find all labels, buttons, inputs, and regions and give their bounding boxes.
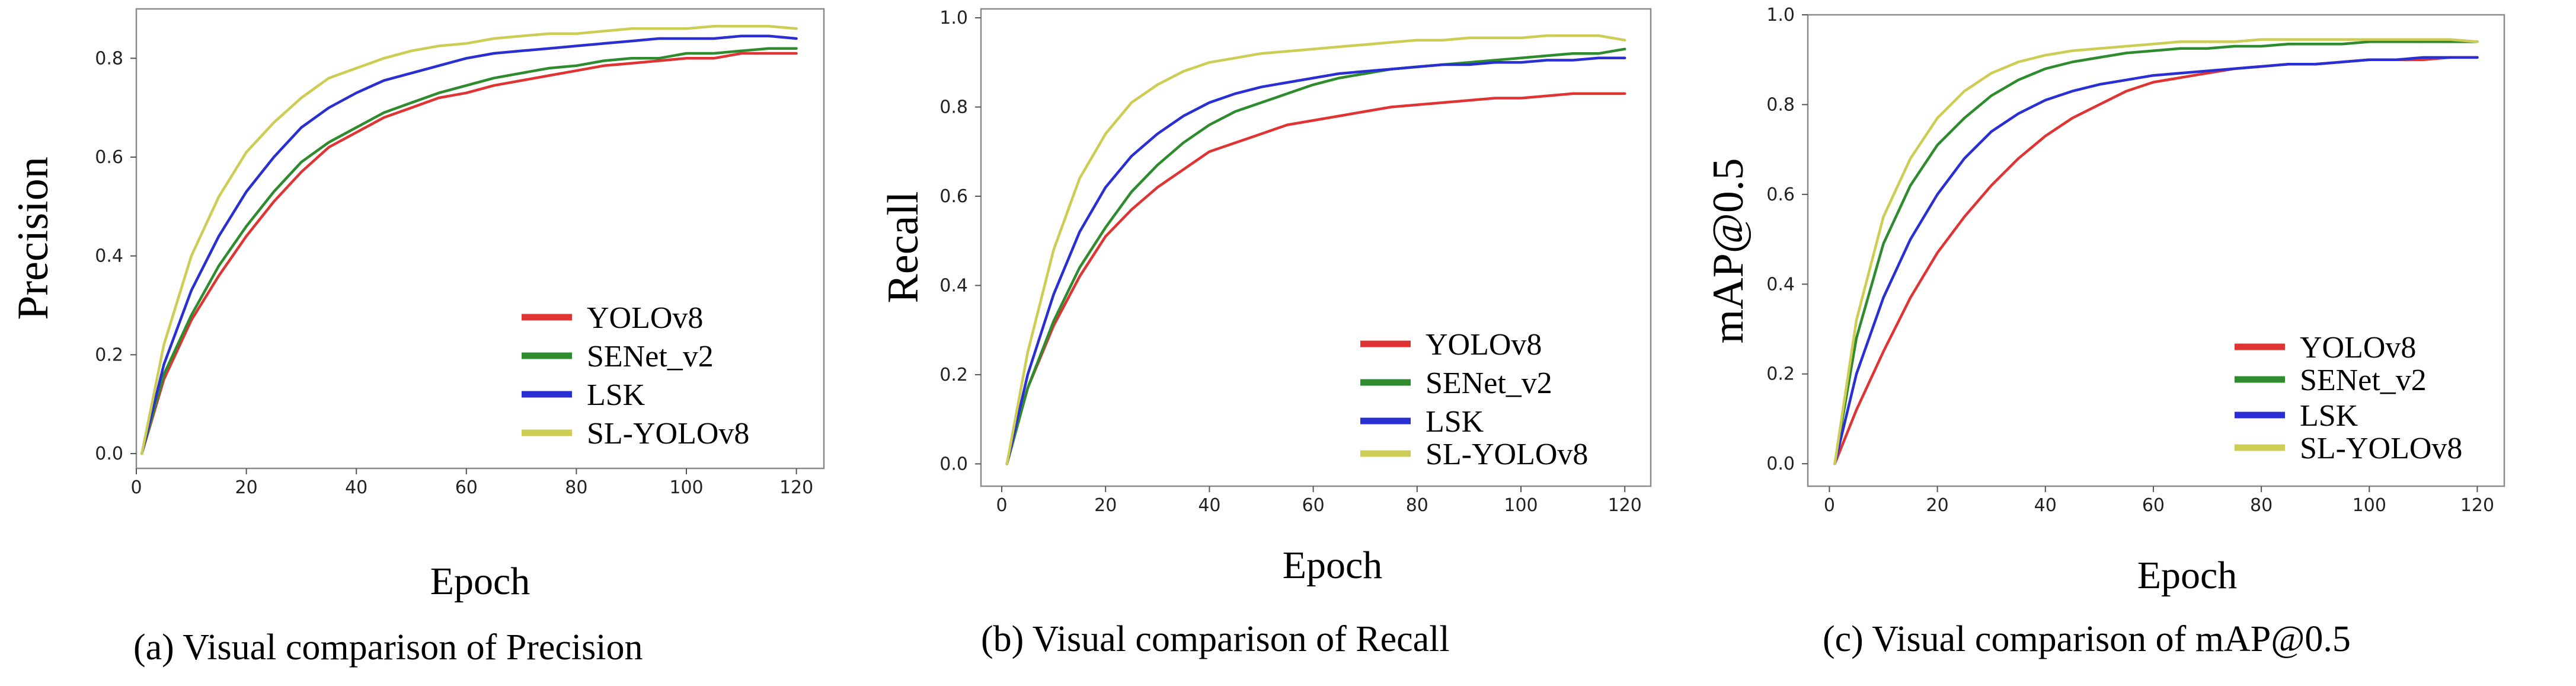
series-line-sl-yolov8 (140, 24, 798, 455)
legend: YOLOv8 SENet_v2 LSK SL-YOLOv8 (2235, 331, 2462, 465)
x-tick-label: 20 (235, 477, 258, 498)
y-tick-label: 0.2 (1766, 364, 1795, 385)
series-line-sl-yolov8 (1833, 38, 2479, 465)
x-tick-label: 0 (996, 495, 1007, 516)
legend-label-senet-v2: SENet_v2 (587, 340, 714, 374)
panel-caption: (b) Visual comparison of Recall (981, 619, 1450, 659)
plot-frame (135, 8, 825, 470)
series-lines (1833, 38, 2479, 465)
series-line-lsk (1833, 56, 2479, 465)
legend-label-sl-yolov8: SL-YOLOv8 (587, 417, 749, 451)
x-tick-label: 20 (1094, 495, 1117, 516)
y-tick-label: 1.0 (1766, 5, 1795, 25)
x-tick-label: 0 (1824, 495, 1835, 516)
x-tick-label: 60 (455, 477, 478, 498)
panel-caption: (c) Visual comparison of mAP@0.5 (1823, 619, 2351, 659)
series-line-senet-v2 (140, 47, 798, 455)
legend-label-yolov8: YOLOv8 (2300, 331, 2416, 365)
x-tick-label: 100 (2353, 495, 2386, 516)
y-tick-label: 0.0 (939, 454, 968, 474)
y-ticks: 0.0 0.2 0.4 0.6 0.8 (95, 48, 136, 464)
x-axis-label: Epoch (2137, 554, 2238, 597)
y-axis-label: Recall (879, 191, 928, 303)
series-line-yolov8 (1005, 92, 1626, 465)
legend-label-yolov8: YOLOv8 (587, 301, 703, 335)
x-tick-label: 100 (669, 477, 703, 498)
x-axis-label: Epoch (1283, 544, 1383, 587)
x-tick-label: 40 (2034, 495, 2057, 516)
series-lines (140, 24, 798, 455)
y-tick-label: 0.8 (939, 97, 968, 118)
y-tick-label: 0.4 (939, 275, 968, 296)
legend-label-lsk: LSK (1426, 405, 1484, 439)
x-tick-label: 40 (1198, 495, 1220, 516)
x-tick-label: 40 (345, 477, 367, 498)
legend-label-lsk: LSK (2300, 399, 2358, 433)
legend-label-sl-yolov8: SL-YOLOv8 (2300, 432, 2462, 465)
y-tick-label: 0.0 (95, 443, 123, 464)
x-tick-label: 60 (1302, 495, 1325, 516)
x-tick-label: 20 (1926, 495, 1949, 516)
y-tick-label: 0.6 (939, 186, 968, 207)
series-line-yolov8 (140, 52, 798, 455)
y-tick-label: 0.0 (1766, 454, 1795, 474)
legend-label-senet-v2: SENet_v2 (1426, 366, 1552, 400)
panel-map: 0.0 0.2 0.4 0.6 0.8 1.0 0 20 40 60 80 100 120 mAP@0… (1704, 5, 2505, 659)
panel-precision: 0.0 0.2 0.4 0.6 0.8 0 20 40 60 80 100 120 Precisio… (9, 8, 825, 668)
panel-recall: 0.0 0.2 0.4 0.6 0.8 1.0 0 20 40 60 80 100 120 Recal… (879, 8, 1652, 659)
series-line-lsk (1005, 56, 1626, 465)
series-line-senet-v2 (1005, 47, 1626, 465)
x-tick-label: 80 (2250, 495, 2273, 516)
y-tick-label: 0.8 (95, 48, 123, 69)
legend: YOLOv8 SENet_v2 LSK SL-YOLOv8 (1360, 328, 1588, 471)
x-tick-label: 80 (565, 477, 587, 498)
series-lines (1005, 34, 1626, 465)
y-tick-label: 0.2 (95, 344, 123, 365)
legend-label-senet-v2: SENet_v2 (2300, 363, 2427, 397)
x-ticks: 0 20 40 60 80 100 120 (1824, 486, 2494, 516)
legend-label-lsk: LSK (587, 378, 645, 412)
y-axis-label: mAP@0.5 (1704, 158, 1753, 344)
y-tick-label: 0.4 (95, 246, 123, 267)
legend-label-yolov8: YOLOv8 (1426, 328, 1542, 362)
plot-frame (1807, 14, 2505, 487)
x-tick-label: 0 (130, 477, 142, 498)
series-line-yolov8 (1833, 56, 2479, 465)
x-tick-label: 60 (2142, 495, 2165, 516)
y-axis-label: Precision (9, 157, 57, 320)
y-ticks: 0.0 0.2 0.4 0.6 0.8 1.0 (939, 8, 981, 474)
x-tick-label: 80 (1406, 495, 1428, 516)
y-tick-label: 1.0 (939, 8, 968, 28)
x-tick-label: 120 (779, 477, 813, 498)
y-tick-label: 0.6 (95, 147, 123, 168)
y-tick-label: 0.4 (1766, 274, 1795, 295)
plot-frame (980, 8, 1652, 487)
x-tick-label: 120 (1608, 495, 1642, 516)
y-tick-label: 0.8 (1766, 94, 1795, 115)
series-line-lsk (140, 34, 798, 455)
x-tick-label: 120 (2460, 495, 2494, 516)
series-line-senet-v2 (1833, 40, 2479, 465)
legend-label-sl-yolov8: SL-YOLOv8 (1426, 438, 1588, 471)
x-axis-label: Epoch (430, 560, 530, 603)
y-tick-label: 0.2 (939, 365, 968, 385)
x-ticks: 0 20 40 60 80 100 120 (130, 468, 813, 498)
y-tick-label: 0.6 (1766, 184, 1795, 205)
series-line-sl-yolov8 (1005, 34, 1626, 465)
x-tick-label: 100 (1504, 495, 1538, 516)
x-ticks: 0 20 40 60 80 100 120 (996, 486, 1642, 516)
y-ticks: 0.0 0.2 0.4 0.6 0.8 1.0 (1766, 5, 1808, 474)
panel-caption: (a) Visual comparison of Precision (133, 627, 643, 668)
legend: YOLOv8 SENet_v2 LSK SL-YOLOv8 (522, 301, 749, 451)
